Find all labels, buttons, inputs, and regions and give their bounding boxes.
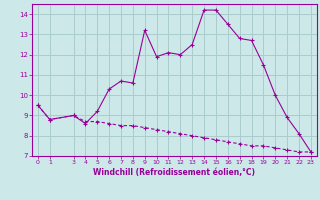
X-axis label: Windchill (Refroidissement éolien,°C): Windchill (Refroidissement éolien,°C) bbox=[93, 168, 255, 177]
